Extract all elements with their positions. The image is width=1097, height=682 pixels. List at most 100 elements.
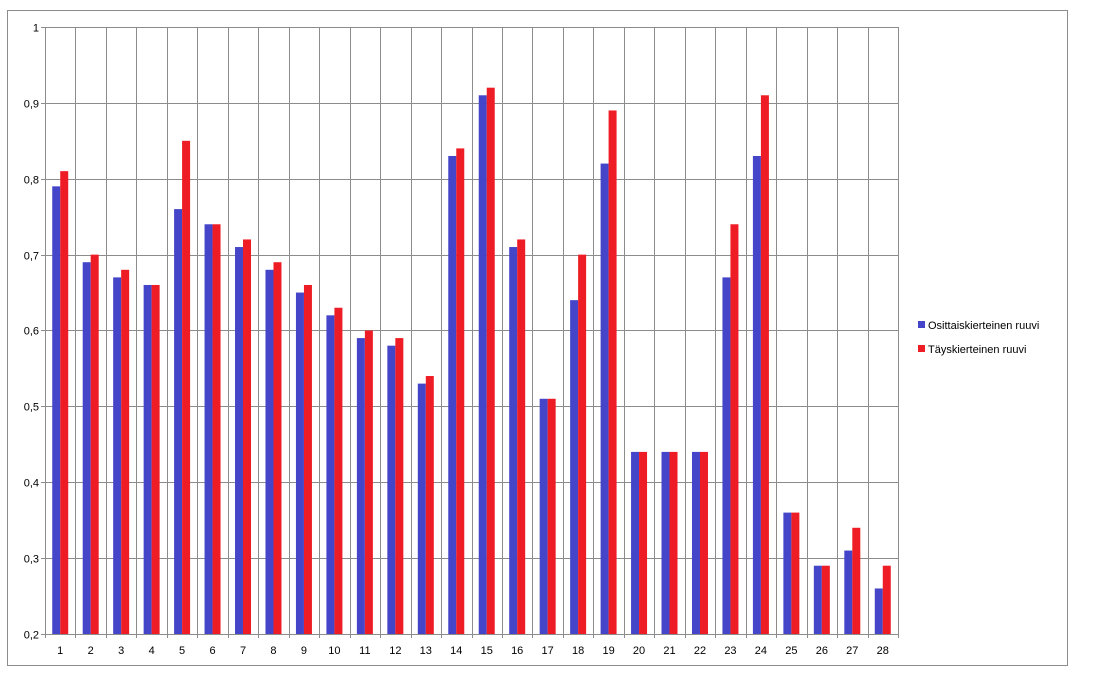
x-tick-label: 7 (240, 645, 246, 657)
bar-osittaiskierteinen-5 (174, 209, 183, 634)
bar-tayskierteinen-28 (882, 565, 891, 634)
x-tick-label: 12 (389, 645, 401, 657)
legend-label-tayskierteinen: Täyskierteinen ruuvi (928, 344, 1026, 356)
bar-tayskierteinen-9 (303, 284, 312, 634)
bar-tayskierteinen-2 (90, 254, 99, 634)
bar-osittaiskierteinen-9 (295, 292, 304, 634)
bar-tayskierteinen-17 (547, 398, 556, 634)
bar-osittaiskierteinen-22 (691, 451, 700, 634)
bar-tayskierteinen-16 (517, 239, 526, 634)
bar-osittaiskierteinen-11 (356, 338, 365, 634)
bar-tayskierteinen-10 (334, 307, 343, 634)
y-tick-label: 0,7 (24, 251, 39, 263)
y-tick-label: 0,9 (24, 99, 39, 111)
bar-tayskierteinen-1 (60, 171, 69, 634)
x-tick-label: 11 (359, 645, 370, 657)
bar-osittaiskierteinen-7 (235, 247, 244, 634)
bar-osittaiskierteinen-1 (52, 186, 61, 634)
bar-tayskierteinen-22 (699, 451, 708, 634)
bars (52, 87, 891, 635)
x-tick-label: 24 (755, 645, 767, 657)
bar-osittaiskierteinen-4 (143, 284, 152, 634)
x-tick-label: 8 (270, 645, 276, 657)
x-tick-label: 15 (481, 645, 493, 657)
bar-osittaiskierteinen-23 (722, 277, 731, 634)
legend-label-osittaiskierteinen: Osittaiskierteinen ruuvi (928, 320, 1039, 332)
bar-tayskierteinen-25 (791, 512, 800, 634)
bar-osittaiskierteinen-19 (600, 163, 609, 634)
bar-tayskierteinen-3 (121, 269, 130, 634)
bar-tayskierteinen-24 (760, 95, 769, 635)
bar-tayskierteinen-26 (821, 565, 830, 634)
bar-tayskierteinen-23 (730, 224, 739, 634)
bar-tayskierteinen-8 (273, 262, 282, 634)
bar-tayskierteinen-11 (364, 330, 373, 634)
axes (41, 27, 899, 638)
x-tick-label: 6 (209, 645, 215, 657)
x-tick-labels: 1 2 3 4 5 6 7 8 9 10 11 12 13 14 15 16 17 18 19 20 21 22 23 24 2… (57, 645, 889, 657)
bar-osittaiskierteinen-24 (752, 155, 761, 635)
bar-tayskierteinen-20 (639, 451, 648, 634)
bar-tayskierteinen-27 (852, 527, 861, 634)
bar-osittaiskierteinen-16 (509, 247, 518, 634)
x-tick-label: 23 (724, 645, 736, 657)
y-tick-label: 0,8 (24, 175, 39, 187)
x-tick-label: 19 (602, 645, 614, 657)
x-tick-label: 25 (785, 645, 797, 657)
bar-osittaiskierteinen-25 (783, 512, 792, 634)
bar-tayskierteinen-4 (151, 284, 160, 634)
bar-osittaiskierteinen-12 (387, 345, 396, 634)
bar-tayskierteinen-7 (243, 239, 252, 634)
bar-tayskierteinen-18 (578, 254, 587, 634)
bar-osittaiskierteinen-21 (661, 451, 670, 634)
x-tick-label: 20 (633, 645, 645, 657)
bar-osittaiskierteinen-28 (874, 588, 883, 634)
x-tick-label: 10 (328, 645, 340, 657)
bar-osittaiskierteinen-3 (113, 277, 122, 634)
y-tick-label: 0,4 (24, 478, 39, 490)
bar-tayskierteinen-12 (395, 338, 404, 634)
gridlines (45, 27, 899, 635)
bar-tayskierteinen-13 (425, 376, 434, 634)
x-tick-label: 28 (877, 645, 889, 657)
y-tick-label: 0,5 (24, 402, 39, 414)
x-tick-label: 9 (301, 645, 307, 657)
y-tick-label: 0,2 (24, 630, 39, 642)
x-tick-label: 16 (511, 645, 523, 657)
x-tick-label: 2 (88, 645, 94, 657)
x-tick-label: 5 (179, 645, 185, 657)
y-tick-label: 1 (33, 23, 39, 35)
x-tick-label: 22 (694, 645, 706, 657)
bar-osittaiskierteinen-15 (478, 95, 487, 635)
x-tick-label: 21 (663, 645, 675, 657)
legend: Osittaiskierteinen ruuvi Täyskierteinen … (918, 320, 1039, 356)
bar-osittaiskierteinen-2 (82, 262, 91, 634)
bar-osittaiskierteinen-14 (448, 155, 457, 635)
x-tick-label: 4 (149, 645, 155, 657)
bar-tayskierteinen-19 (608, 110, 617, 634)
bar-osittaiskierteinen-18 (570, 300, 579, 634)
bar-tayskierteinen-5 (182, 140, 191, 634)
x-tick-label: 14 (450, 645, 462, 657)
x-tick-label: 26 (816, 645, 828, 657)
x-tick-label: 13 (420, 645, 432, 657)
bar-osittaiskierteinen-26 (813, 565, 822, 634)
chart-frame: 0,2 0,3 0,4 0,5 0,6 0,7 0,8 0,9 1 1 2 3 4 5 6 7 8 9 10 11 1… (7, 10, 1068, 666)
y-tick-label: 0,3 (24, 554, 39, 566)
x-tick-label: 17 (542, 645, 554, 657)
legend-swatch-tayskierteinen (918, 345, 925, 352)
bar-osittaiskierteinen-27 (844, 550, 853, 634)
x-tick-label: 18 (572, 645, 584, 657)
y-tick-labels: 0,2 0,3 0,4 0,5 0,6 0,7 0,8 0,9 1 (24, 23, 39, 642)
y-tick-label: 0,6 (24, 326, 39, 338)
legend-swatch-osittaiskierteinen (918, 321, 925, 328)
bar-osittaiskierteinen-17 (539, 398, 548, 634)
bar-osittaiskierteinen-13 (417, 383, 426, 634)
bar-osittaiskierteinen-8 (265, 269, 274, 634)
x-tick-label: 3 (118, 645, 124, 657)
bar-osittaiskierteinen-20 (631, 451, 640, 634)
bar-tayskierteinen-21 (669, 451, 678, 634)
bar-tayskierteinen-6 (212, 224, 221, 634)
bar-chart: 0,2 0,3 0,4 0,5 0,6 0,7 0,8 0,9 1 1 2 3 4 5 6 7 8 9 10 11 1… (24, 23, 1040, 658)
bar-osittaiskierteinen-6 (204, 224, 213, 634)
